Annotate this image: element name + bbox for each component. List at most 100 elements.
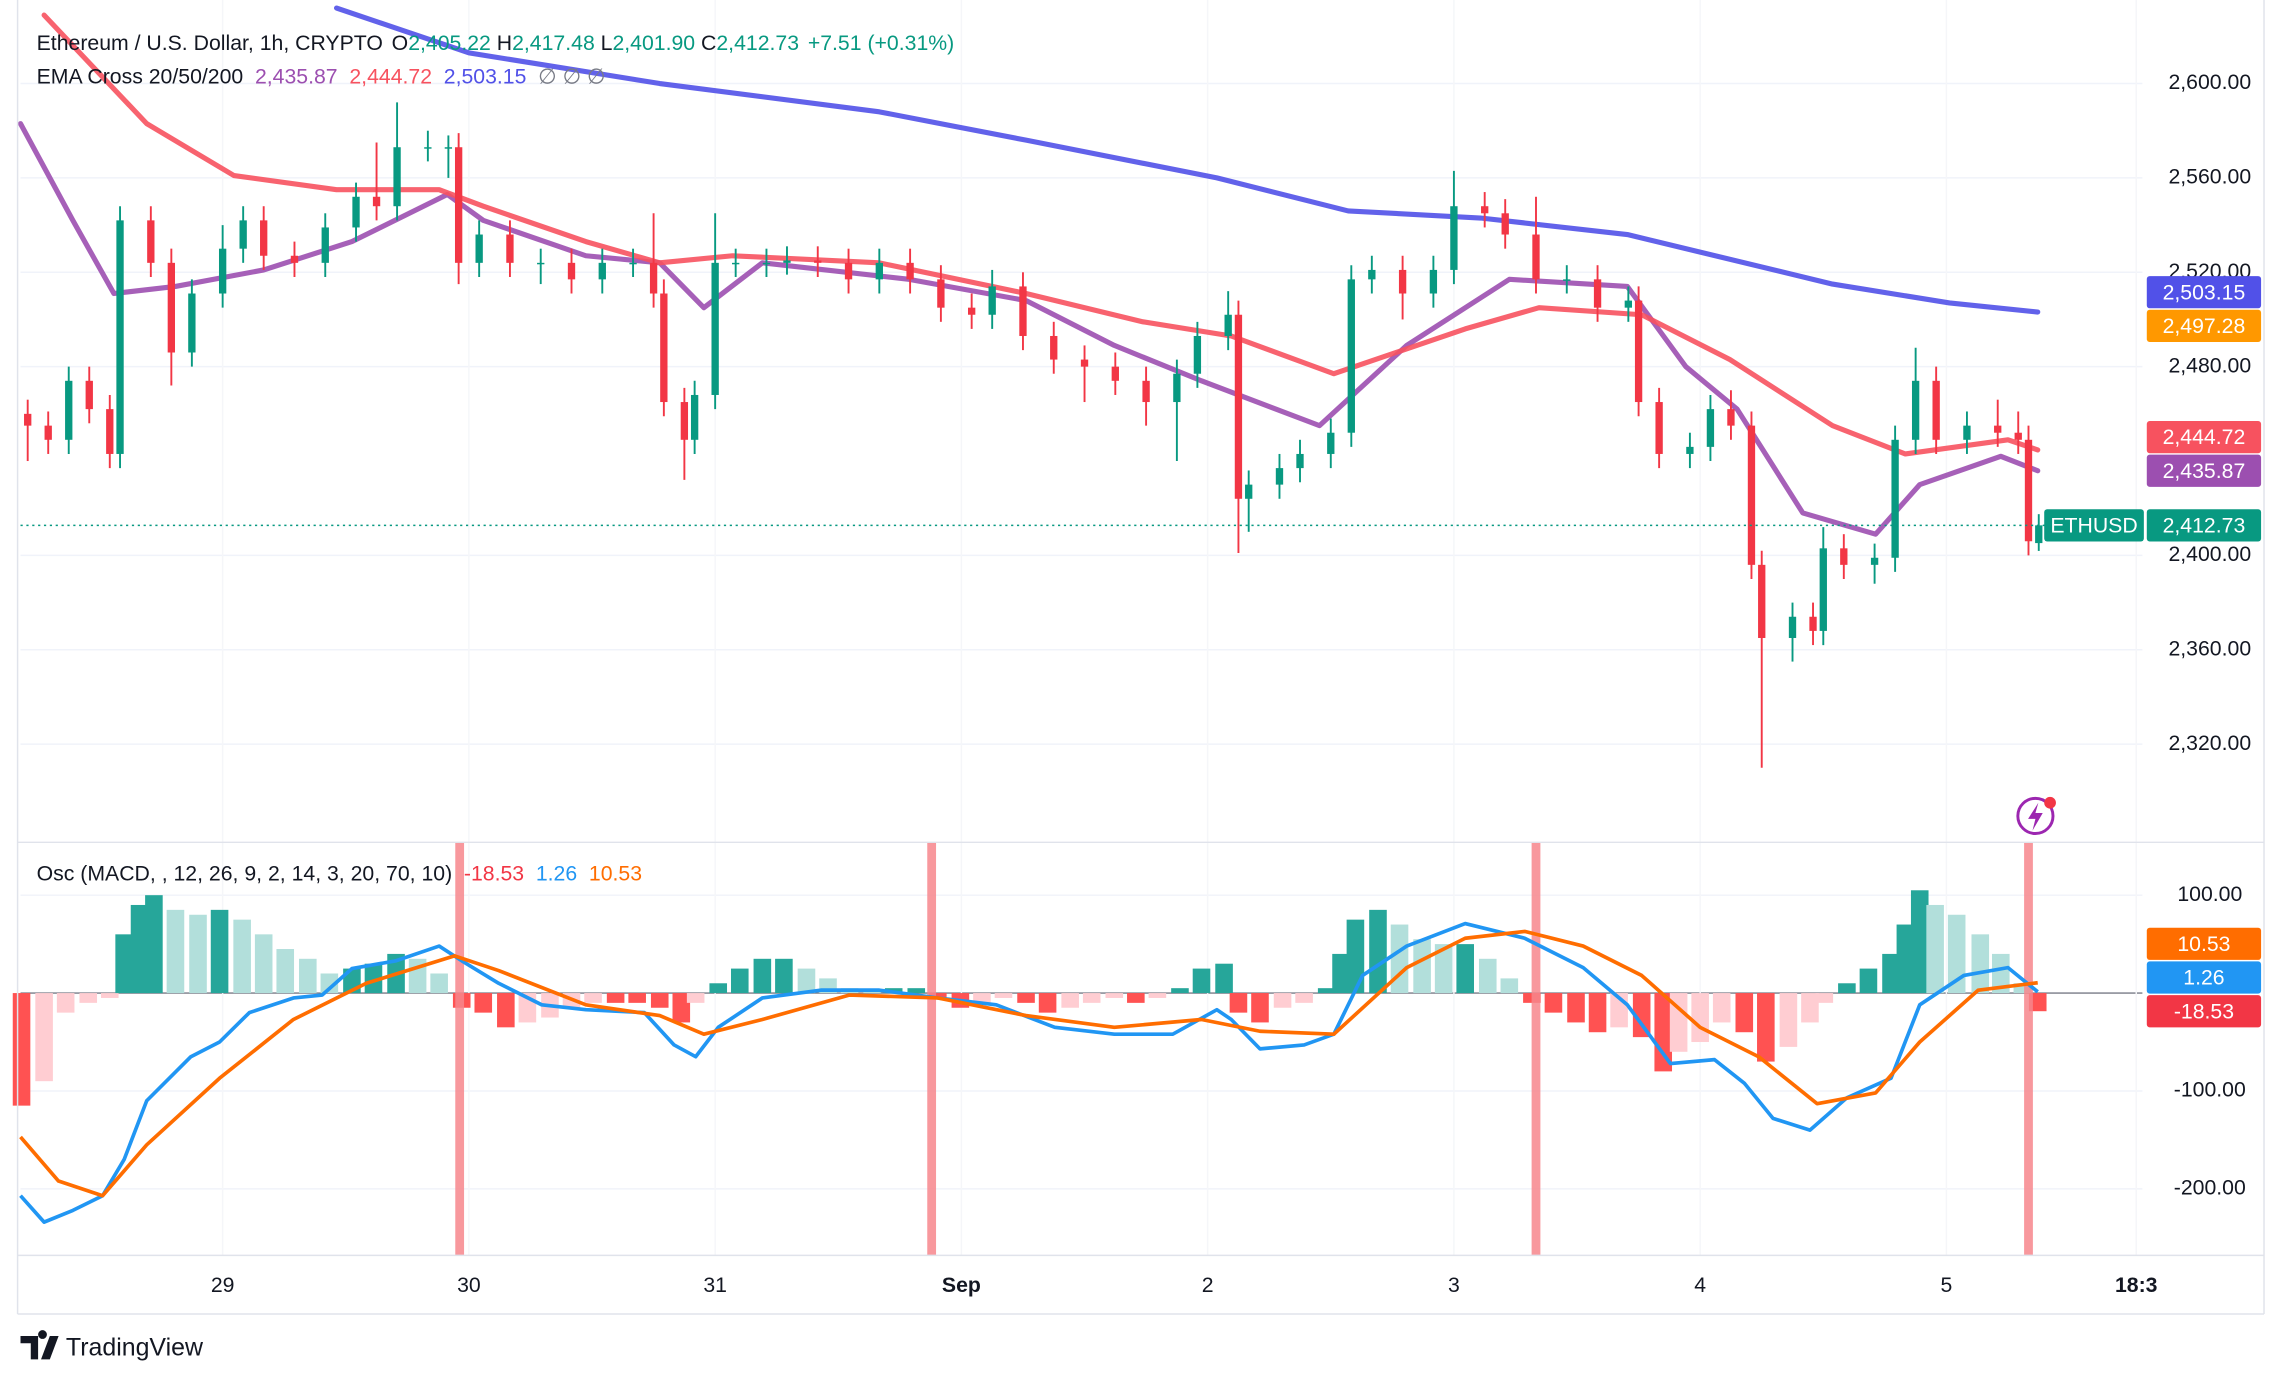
candle-body	[732, 262, 740, 265]
legend-value: -18.53	[464, 861, 524, 885]
alert-icon[interactable]	[2016, 796, 2056, 835]
histogram-bar	[1369, 909, 1387, 994]
candle-body	[1245, 484, 1253, 499]
candle-body	[1450, 206, 1458, 270]
price-tag-label: 2,503.15	[2163, 280, 2246, 304]
histogram-bar	[320, 973, 339, 994]
legend-ohlc-value: 2,401.90	[612, 31, 695, 55]
y-tick-label: 2,400.00	[2168, 542, 2251, 566]
legend-ohlc-key: H	[497, 31, 512, 55]
candle-body	[968, 307, 976, 315]
indicator-legend: EMA Cross 20/50/200 2,435.87 2,444.72 2,503…	[37, 64, 606, 88]
histogram-bar	[276, 949, 295, 994]
histogram-bar	[115, 934, 133, 994]
alert-band	[2024, 842, 2033, 1256]
histogram-bar	[1500, 978, 1519, 994]
histogram-bar	[1567, 993, 1585, 1023]
overlay: 2,600.002,560.002,520.002,480.002,400.00…	[211, 70, 2262, 1297]
histogram-bar	[1390, 924, 1409, 994]
histogram-bar	[1215, 963, 1233, 994]
y-tick-label: 2,480.00	[2168, 353, 2251, 377]
histogram-bar	[254, 934, 273, 994]
histogram-bar	[1926, 904, 1944, 994]
candle-body	[1501, 213, 1509, 235]
candle-body	[1019, 286, 1027, 336]
histogram-bar	[1105, 993, 1124, 998]
histogram-bar	[1882, 953, 1900, 994]
candle-body	[1932, 380, 1940, 440]
x-tick-label: 18:3	[2115, 1273, 2158, 1297]
candle-body	[1747, 425, 1756, 565]
legend-indicator: EMA Cross 20/50/200	[37, 64, 244, 88]
price-tag-label: 2,435.87	[2163, 459, 2246, 483]
histogram-bar	[145, 895, 163, 994]
histogram-bar	[929, 993, 947, 998]
legend-title: Ethereum / U.S. Dollar, 1h, CRYPTO	[37, 31, 383, 55]
alert-band	[927, 842, 937, 1256]
macd-legend: Osc (MACD, , 12, 26, 9, 2, 14, 3, 20, 70…	[37, 861, 642, 885]
histogram-bar	[100, 993, 119, 998]
symbol-tag-label: ETHUSD	[2050, 513, 2137, 537]
candle-body	[218, 248, 227, 294]
candle-body	[762, 262, 771, 265]
histogram-bar	[1992, 953, 2010, 994]
brand-logo[interactable]: TradingView	[20, 1330, 204, 1362]
candle-body	[660, 293, 668, 403]
candle-body	[1994, 425, 2002, 433]
histogram-bar	[1654, 993, 1673, 1072]
histogram-bar	[1082, 993, 1101, 1003]
candle-body	[260, 220, 268, 256]
brand-name: TradingView	[66, 1334, 204, 1362]
price-tag-label: 2,497.28	[2163, 314, 2246, 338]
histogram-bar	[1947, 914, 1966, 994]
histogram-bar	[1838, 983, 1856, 994]
histogram-bar	[907, 988, 926, 994]
y-tick-label: 2,360.00	[2168, 636, 2251, 660]
x-tick-label: Sep	[942, 1273, 981, 1297]
candle-body	[1481, 206, 1489, 214]
candle-body	[1758, 564, 1766, 638]
legend-value: 2,503.15	[444, 64, 527, 88]
y-tick-label: 2,560.00	[2168, 165, 2251, 189]
y-tick-label: 2,320.00	[2168, 731, 2251, 755]
candle-body	[167, 262, 176, 353]
candle-body	[1655, 402, 1663, 454]
histogram-bar	[994, 993, 1013, 998]
histogram-bar	[474, 993, 493, 1013]
histogram-bar	[1669, 993, 1688, 1052]
candle-body	[1911, 380, 1920, 440]
candle-body	[506, 234, 514, 263]
histogram-bar	[1588, 993, 1607, 1033]
candle-body	[1727, 409, 1735, 426]
candle-body	[147, 220, 155, 263]
candle-body	[321, 227, 329, 263]
candle-body	[454, 147, 463, 263]
histogram-bar	[130, 904, 149, 994]
candle-body	[1429, 269, 1438, 294]
candle-body	[1368, 269, 1376, 280]
plot-area	[12, 5, 2143, 1256]
alert-icon-ring	[2016, 796, 2055, 835]
candle-body	[1347, 279, 1355, 433]
legend-change: +7.51 (+0.31%)	[808, 31, 954, 55]
candle-body	[1234, 314, 1243, 499]
brand-mark	[20, 1330, 59, 1360]
candle-body	[1870, 557, 1879, 565]
histogram-bar	[1332, 953, 1350, 994]
histogram-bar	[1735, 993, 1754, 1033]
histogram-bar	[364, 963, 383, 994]
y-tick-label: -100.00	[2174, 1078, 2246, 1102]
histogram-bar	[233, 919, 251, 994]
price-tag-label: 2,412.73	[2163, 513, 2246, 537]
histogram-bar	[1859, 968, 1878, 994]
histogram-bar	[79, 993, 98, 1003]
histogram-bar	[672, 993, 691, 1023]
histogram-bar	[650, 993, 669, 1008]
histogram-bar	[1317, 988, 1336, 994]
price-tag	[2146, 276, 2262, 309]
candle-body	[444, 147, 453, 149]
candle-body	[1634, 300, 1643, 403]
x-tick-label: 2	[1202, 1273, 1214, 1297]
histogram-bar	[753, 958, 772, 994]
legend-ohlc-key: O	[392, 31, 409, 55]
